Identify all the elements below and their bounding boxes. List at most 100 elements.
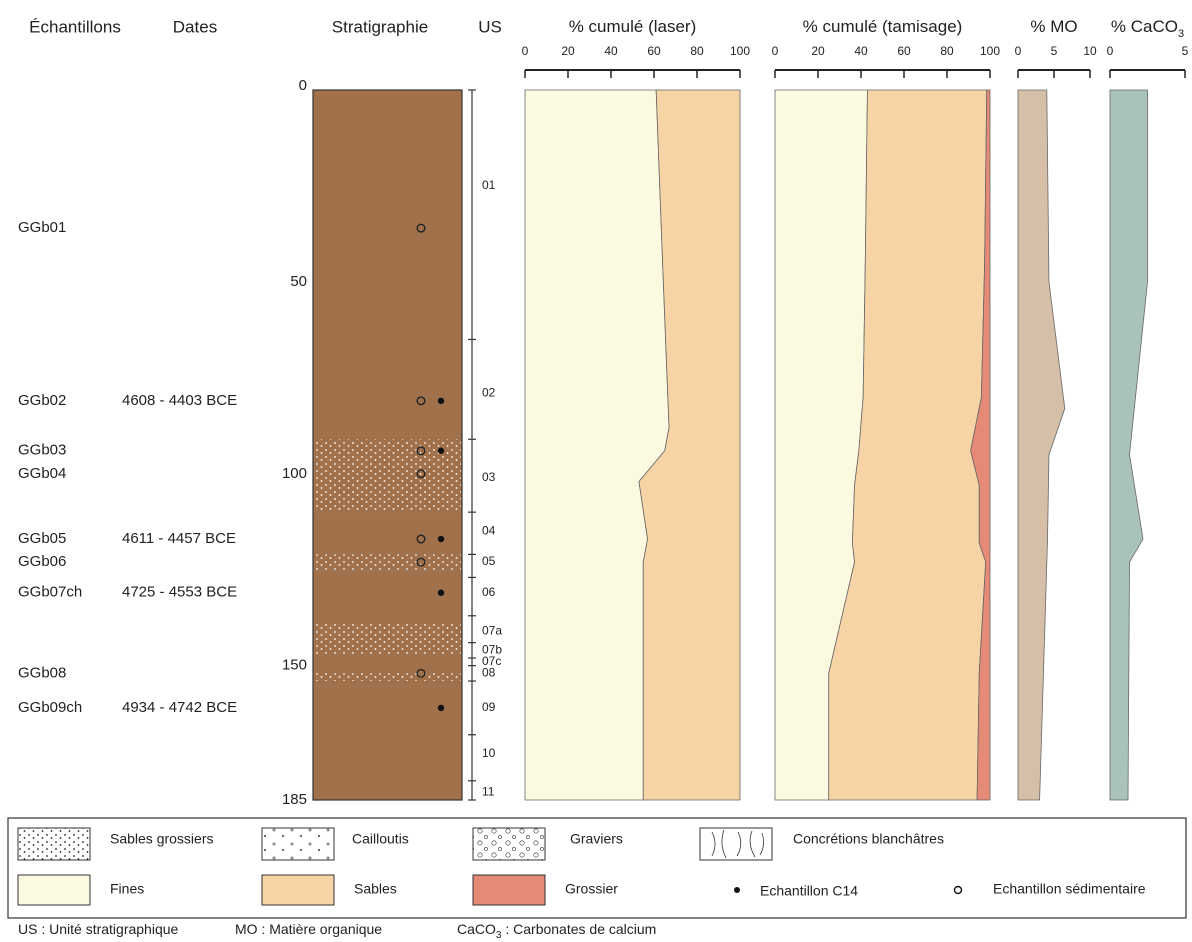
sediment-marker bbox=[416, 446, 426, 456]
area-segment bbox=[970, 89, 991, 801]
x-tick-label: 60 bbox=[897, 44, 911, 58]
x-tick-label: 10 bbox=[1083, 44, 1097, 58]
sample-name: GGb03 bbox=[18, 442, 66, 459]
area-segment bbox=[1017, 89, 1066, 801]
sample-date: 4934 - 4742 BCE bbox=[122, 699, 237, 716]
chart-title-text: % cumulé (laser) bbox=[569, 17, 697, 36]
note-rest: : Carbonates de calcium bbox=[501, 921, 656, 937]
legend-label: Concrétions blanchâtres bbox=[793, 831, 944, 847]
legend-sediment-icon bbox=[953, 885, 963, 895]
legend-frame bbox=[7, 817, 1187, 919]
legend-swatch-lines bbox=[711, 829, 764, 859]
strat-band bbox=[314, 623, 461, 655]
sediment-marker bbox=[416, 469, 426, 479]
depth-tick-label: 185 bbox=[282, 791, 307, 808]
chart-title-text: % cumulé (tamisage) bbox=[803, 17, 963, 36]
sediment-marker bbox=[416, 223, 426, 233]
x-tick-label: 20 bbox=[561, 44, 575, 58]
area-segment bbox=[638, 89, 741, 801]
c14-marker bbox=[437, 704, 445, 712]
x-tick-label: 0 bbox=[772, 44, 779, 58]
legend-swatch bbox=[17, 827, 91, 861]
note-text: US : Unité stratigraphique bbox=[18, 921, 179, 937]
x-tick-label: 40 bbox=[604, 44, 618, 58]
legend-label: Fines bbox=[110, 881, 144, 897]
sample-name: GGb04 bbox=[18, 465, 66, 482]
x-tick-label: 100 bbox=[980, 44, 1000, 58]
depth-tick-label: 100 bbox=[282, 465, 307, 482]
us-label: 03 bbox=[482, 470, 496, 484]
strat-band bbox=[314, 554, 461, 570]
sediment-marker bbox=[416, 668, 426, 678]
us-label: 06 bbox=[482, 585, 496, 599]
x-tick-label: 0 bbox=[1015, 44, 1022, 58]
x-tick-label: 60 bbox=[647, 44, 661, 58]
legend-swatch bbox=[472, 827, 546, 861]
header: Échantillons bbox=[29, 17, 121, 36]
legend-swatch bbox=[17, 874, 91, 906]
area-segment bbox=[1109, 89, 1148, 801]
legend-label: Echantillon C14 bbox=[760, 883, 858, 899]
sample-date: 4611 - 4457 BCE bbox=[122, 530, 236, 547]
chart-title-text: % CaCO bbox=[1111, 17, 1178, 36]
sample-name: GGb01 bbox=[18, 219, 66, 236]
legend-swatch bbox=[699, 827, 773, 861]
c14-marker bbox=[437, 535, 445, 543]
c14-marker bbox=[437, 397, 445, 405]
sample-name: GGb06 bbox=[18, 553, 66, 570]
x-tick-label: 0 bbox=[1107, 44, 1114, 58]
sediment-marker bbox=[416, 396, 426, 406]
x-tick-label: 0 bbox=[522, 44, 529, 58]
sample-name: GGb08 bbox=[18, 664, 66, 681]
sample-name: GGb07ch bbox=[18, 584, 82, 601]
sample-date: 4725 - 4553 BCE bbox=[122, 584, 237, 601]
legend-label: Echantillon sédimentaire bbox=[993, 881, 1146, 897]
us-label: 09 bbox=[482, 700, 496, 714]
us-label: 07b bbox=[482, 642, 502, 656]
sample-name: GGb09ch bbox=[18, 699, 82, 716]
chart-title: % cumulé (laser) bbox=[569, 17, 697, 36]
chart-title: % MO bbox=[1030, 17, 1077, 36]
x-tick-label: 20 bbox=[811, 44, 825, 58]
depth-tick-label: 0 bbox=[299, 77, 307, 94]
c14-marker bbox=[437, 589, 445, 596]
legend-label: Grossier bbox=[565, 881, 618, 897]
us-label: 05 bbox=[482, 554, 496, 568]
sediment-marker bbox=[416, 557, 426, 567]
c14-marker bbox=[437, 447, 445, 454]
legend-label: Sables grossiers bbox=[110, 831, 214, 847]
header: Dates bbox=[173, 17, 217, 36]
depth-tick-label: 50 bbox=[290, 273, 307, 290]
legend-label: Sables bbox=[354, 881, 397, 897]
chart-title-sub: 3 bbox=[1178, 28, 1184, 40]
us-label: 10 bbox=[482, 746, 496, 760]
legend-label: Cailloutis bbox=[352, 831, 409, 847]
chart-title-text: % MO bbox=[1030, 17, 1077, 36]
sample-date: 4608 - 4403 BCE bbox=[122, 392, 237, 409]
note-text: MO : Matière organique bbox=[235, 921, 382, 937]
legend-swatch bbox=[261, 874, 335, 906]
us-label: 07a bbox=[482, 623, 502, 637]
sample-name: GGb05 bbox=[18, 530, 66, 547]
us-label: 11 bbox=[482, 784, 495, 798]
header: Stratigraphie bbox=[332, 17, 428, 36]
note-sub: 3 bbox=[496, 930, 502, 941]
chart-title: % cumulé (tamisage) bbox=[803, 17, 963, 36]
sediment-marker bbox=[416, 534, 426, 544]
x-tick-label: 100 bbox=[730, 44, 750, 58]
x-tick-label: 5 bbox=[1051, 44, 1058, 58]
note: MO : Matière organique bbox=[235, 921, 382, 937]
x-tick-label: 40 bbox=[854, 44, 868, 58]
strat-band bbox=[314, 673, 461, 682]
legend-label: Graviers bbox=[570, 831, 623, 847]
header: US bbox=[478, 17, 502, 36]
legend-c14-icon bbox=[734, 887, 740, 893]
sample-name: GGb02 bbox=[18, 392, 66, 409]
us-label: 04 bbox=[482, 524, 496, 538]
us-label: 08 bbox=[482, 666, 496, 680]
note: CaCO3 : Carbonates de calcium bbox=[457, 921, 656, 941]
note: US : Unité stratigraphique bbox=[18, 921, 179, 937]
us-label: 07c bbox=[482, 654, 501, 668]
x-tick-label: 80 bbox=[940, 44, 954, 58]
chart-title: % CaCO3 bbox=[1111, 17, 1184, 39]
